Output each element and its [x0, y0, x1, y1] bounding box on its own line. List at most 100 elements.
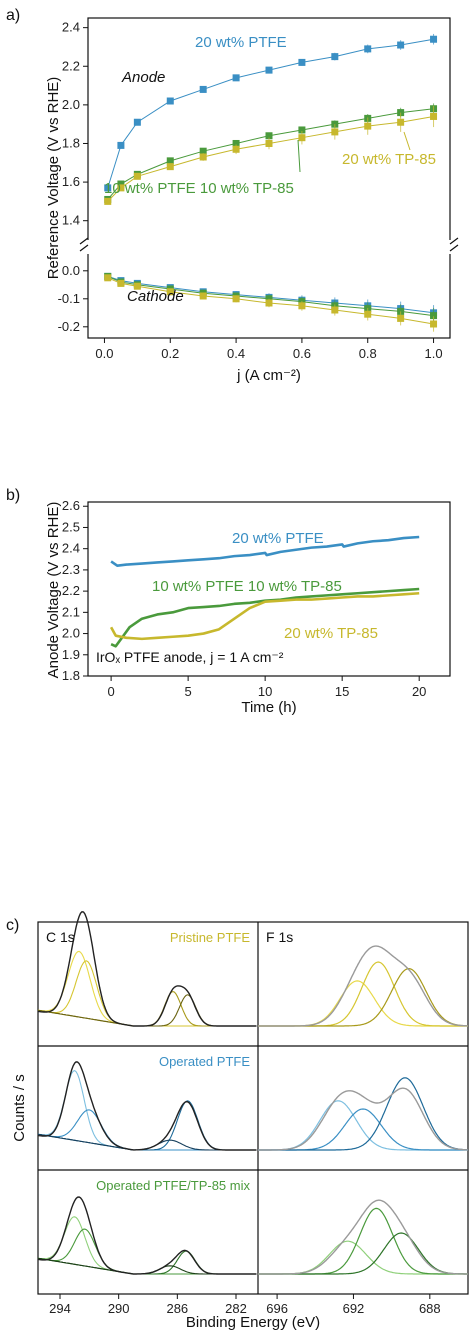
f1s-component-peak: [258, 1108, 468, 1151]
anode-label: Anode: [121, 69, 165, 86]
data-point: [364, 45, 372, 53]
panel-a-ytick-label: -0.1: [58, 291, 80, 306]
row-label-pristine: Pristine PTFE: [170, 930, 251, 945]
panel-b-ylabel: Anode Voltage (V vs RHE): [45, 502, 62, 679]
data-point: [397, 314, 405, 322]
panel-b-xtick-label: 5: [185, 684, 192, 699]
panel-a-ytick-label: 2.0: [62, 97, 80, 112]
f1s-spectrum: [258, 1087, 469, 1151]
panel-a-frame: [87, 17, 451, 339]
panel-b-ytick-label: 1.8: [62, 668, 80, 683]
data-point: [232, 295, 240, 303]
panel-a-xtick-label: 0.6: [293, 346, 311, 361]
f1s-component-peak: [258, 1077, 468, 1151]
annotation-b-20-tp85: 20 wt% TP-85: [284, 625, 378, 642]
panel-label-c: c): [6, 917, 19, 934]
data-point: [104, 274, 112, 282]
c1s-component-peak: [37, 994, 257, 1027]
panel-b-ytick-label: 2.0: [62, 626, 80, 641]
series-line: [109, 591, 420, 641]
data-point: [166, 288, 174, 296]
data-point: [331, 53, 339, 61]
panel-a-ytick-label: 0.0: [62, 263, 80, 278]
data-point: [117, 180, 125, 188]
panel-a-ylabel: Reference Voltage (V vs RHE): [45, 77, 62, 280]
data-point: [298, 302, 306, 310]
c1s-component-peak: [37, 950, 257, 1027]
data-point: [331, 306, 339, 314]
data-point: [397, 118, 405, 126]
panel-a-xtick-label: 0.2: [161, 346, 179, 361]
axis-break-marks: [79, 237, 459, 252]
c1s-component-peak: [37, 1069, 257, 1151]
panel-a-ytick-label: 1.8: [62, 135, 80, 150]
axis-break-gap: [80, 240, 458, 254]
row-label-mix: Operated PTFE/TP-85 mix: [96, 1178, 250, 1193]
series-line: [110, 535, 420, 567]
data-point: [199, 153, 207, 161]
data-point: [364, 310, 372, 318]
panel-b-ytick-label: 2.4: [62, 541, 80, 556]
data-point: [166, 97, 174, 105]
panel-c-xtick-label: 692: [343, 1301, 365, 1316]
data-point: [430, 320, 438, 328]
annotation-tp85-leader: [403, 131, 411, 151]
annotation-b-mix: 10 wt% PTFE 10 wt% TP-85: [152, 578, 342, 595]
c1s-component-peak: [37, 1133, 257, 1151]
panel-c-xtick-label: 696: [266, 1301, 288, 1316]
annotation-b-conditions: IrOₓ PTFE anode, j = 1 A cm⁻²: [96, 649, 284, 665]
f1s-component-peak: [258, 961, 468, 1027]
f1s-component-peak: [258, 980, 468, 1027]
data-point: [117, 141, 125, 149]
panel-a-xtick-label: 0.4: [227, 346, 245, 361]
panel-b-frame: [87, 501, 451, 677]
f1s-component-peak: [258, 1207, 468, 1275]
data-point: [430, 35, 438, 43]
data-point: [199, 147, 207, 155]
c1s-spectrum: [37, 911, 257, 1027]
data-point: [265, 132, 273, 140]
panel-c-chart: 294 290 286 282 696 692 688 C 1s F 1s Pristine…: [11, 911, 469, 1331]
data-point: [133, 118, 141, 126]
data-point: [364, 122, 372, 130]
series-line-anode: [107, 38, 434, 189]
panel-b-ytick-label: 1.9: [62, 647, 80, 662]
c1s-component-peak: [37, 1109, 257, 1151]
f1s-component-peak: [258, 967, 468, 1027]
data-point: [265, 299, 273, 307]
data-point: [166, 163, 174, 171]
cathode-label: Cathode: [127, 288, 184, 305]
annotation-mix: 10 wt% PTFE 10 wt% TP-85: [104, 180, 294, 197]
panel-a-ytick-label: 2.4: [62, 20, 80, 35]
panel-a-ytick-label: 2.2: [62, 58, 80, 73]
panel-c-xtick-label: 282: [225, 1301, 247, 1316]
data-point: [104, 197, 112, 205]
data-point: [166, 157, 174, 165]
panel-b-xlabel: Time (h): [241, 699, 296, 716]
panel-a-xtick-label: 0.8: [359, 346, 377, 361]
data-point: [133, 172, 141, 180]
panel-label-a: a): [6, 7, 20, 24]
c1s-component-peak: [37, 1250, 257, 1275]
series-line: [110, 587, 420, 648]
panel-b-ytick-label: 2.2: [62, 583, 80, 598]
c1s-spectrum: [37, 1196, 257, 1275]
column-title-c1s: C 1s: [46, 929, 75, 945]
panel-c-ylabel: Counts / s: [11, 1074, 28, 1142]
panel-label-b: b): [6, 487, 20, 504]
panel-b-xtick-label: 0: [107, 684, 114, 699]
data-point: [117, 279, 125, 287]
data-point: [265, 139, 273, 147]
panel-c-xtick-label: 294: [49, 1301, 71, 1316]
annotation-20-tp85: 20 wt% TP-85: [342, 151, 436, 168]
c1s-spectrum: [37, 1061, 257, 1151]
panel-b-chart: 0 5 10 15 20 1.8 1.9 2.0 2.1 2.2 2.3 2.4 2.5 2.6 Time…: [45, 498, 451, 716]
data-point: [265, 66, 273, 74]
data-point: [104, 184, 112, 192]
panel-c-xtick-label: 286: [166, 1301, 188, 1316]
data-point: [331, 128, 339, 136]
panel-c-xtick-label: 688: [419, 1301, 441, 1316]
data-point: [232, 139, 240, 147]
panel-a-xlabel: j (A cm⁻²): [236, 367, 301, 384]
